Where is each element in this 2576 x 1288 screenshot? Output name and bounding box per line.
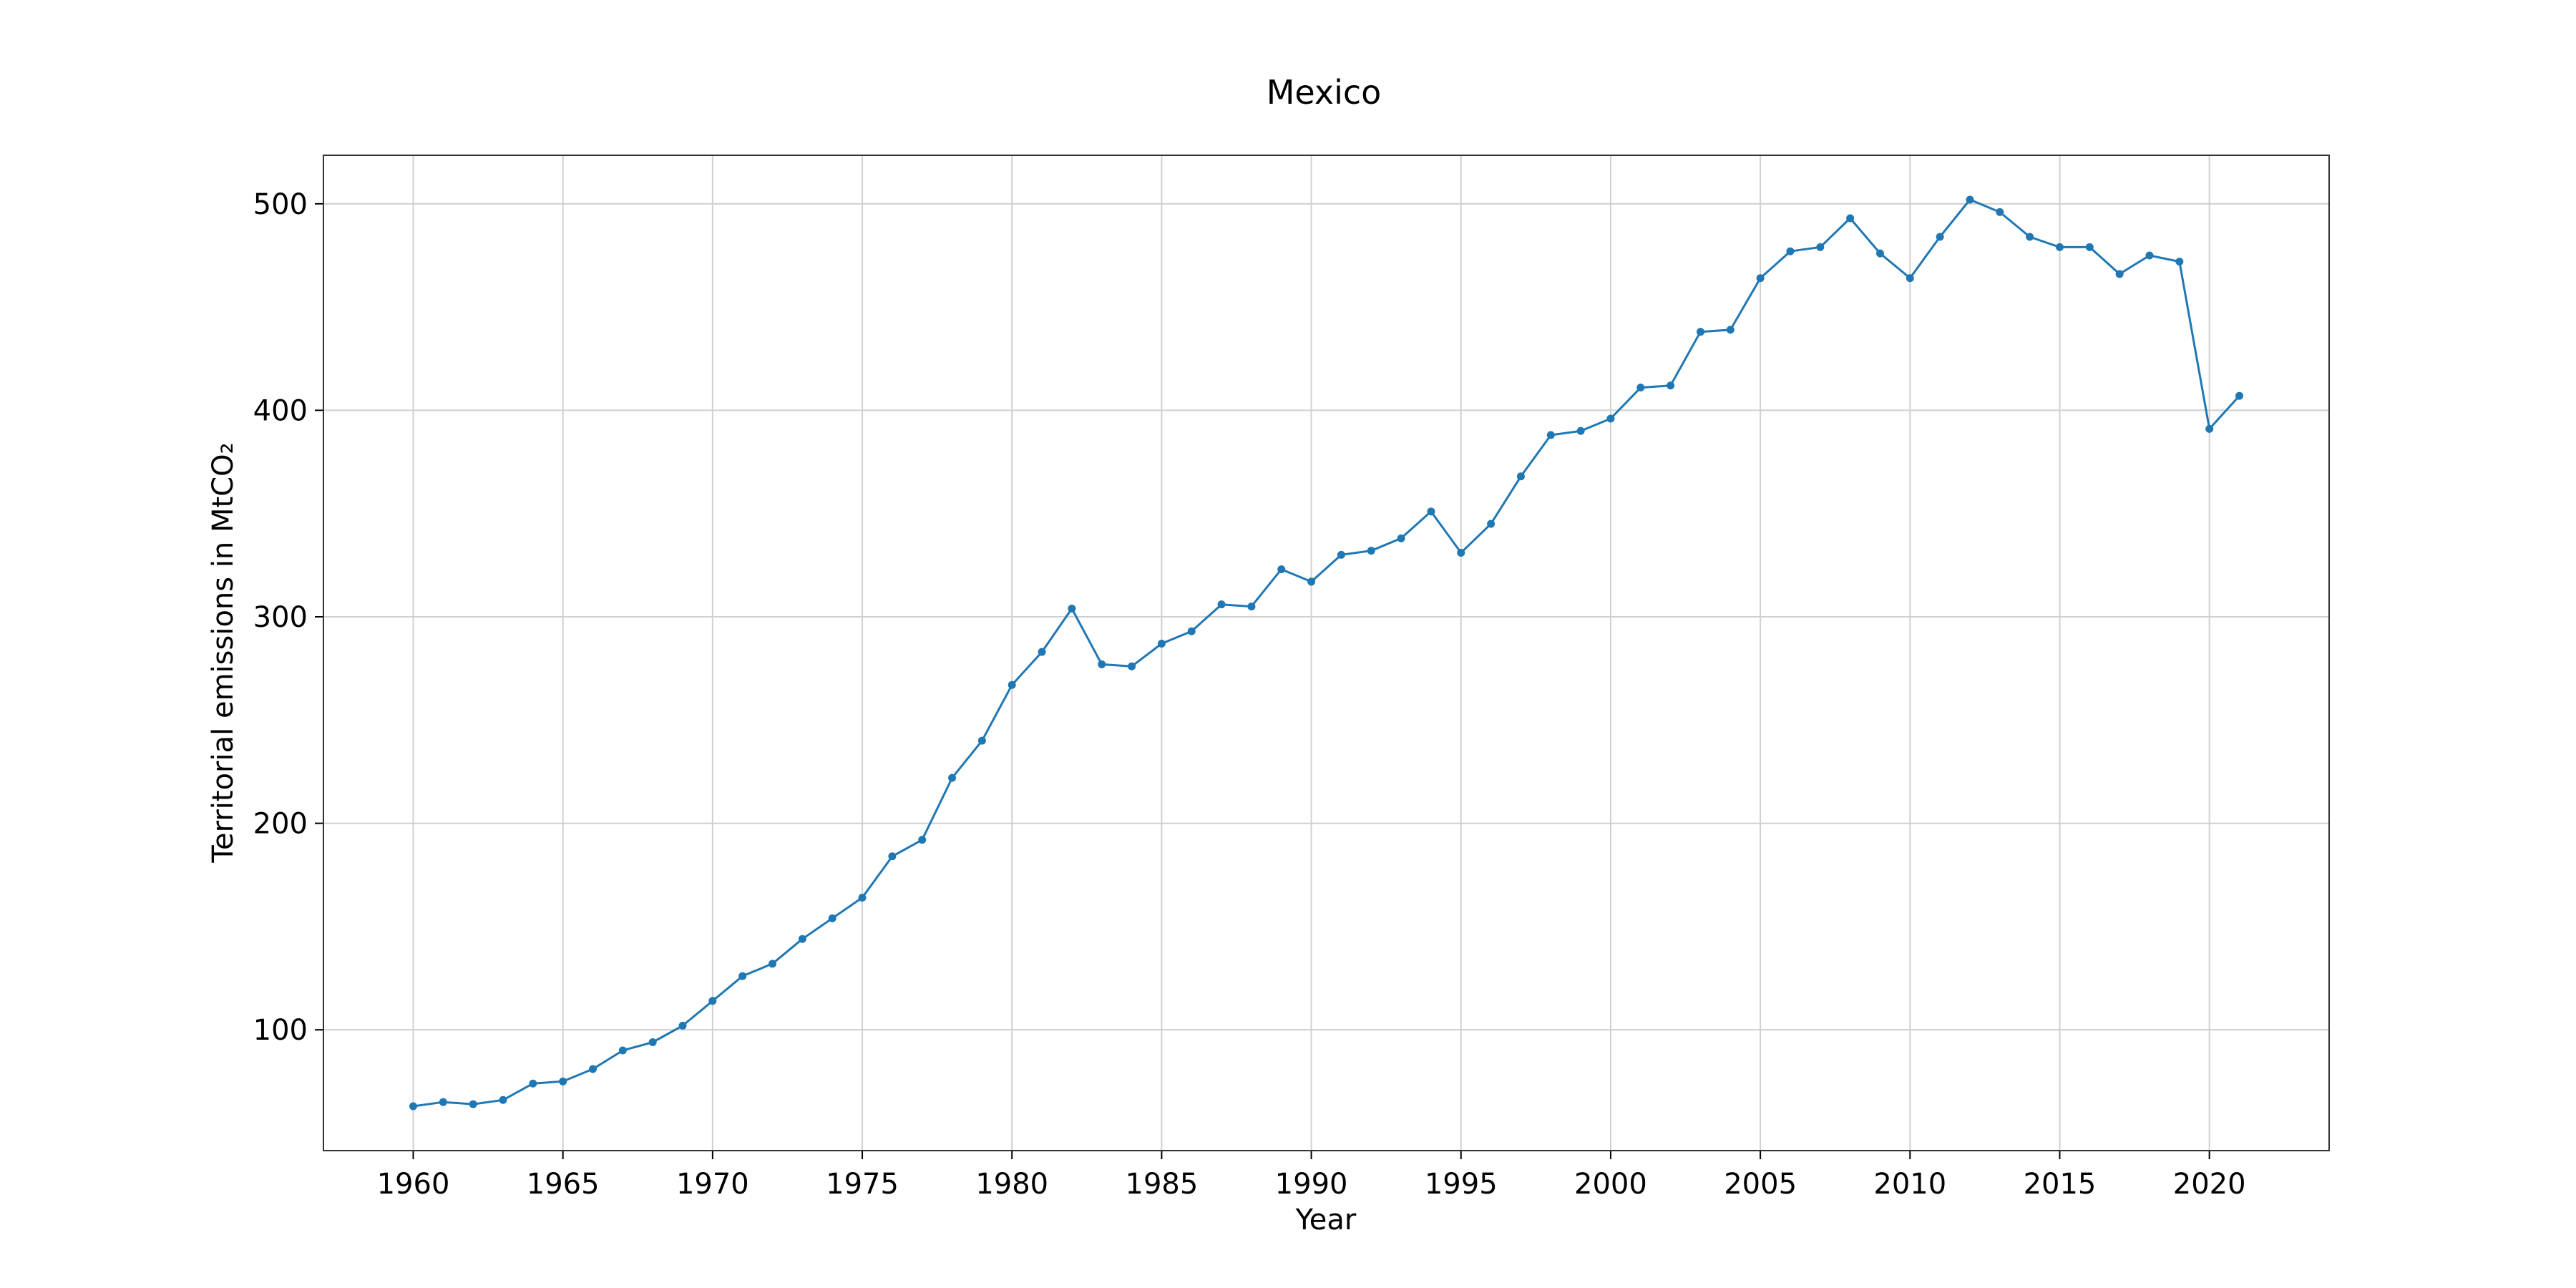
data-point <box>1038 648 1046 656</box>
data-point <box>1786 247 1795 255</box>
data-point <box>1667 381 1675 390</box>
series-line <box>413 198 2240 1108</box>
data-point <box>1696 328 1704 336</box>
x-axis: 1960 1965 1970 1975 1980 1985 1990 1995 2000 2005… <box>377 1151 2246 1201</box>
data-point <box>738 972 747 980</box>
data-point <box>1726 326 1735 334</box>
data-point <box>1307 577 1316 586</box>
data-point <box>1636 384 1645 392</box>
x-tick-label: 1985 <box>1126 1168 1199 1201</box>
data-point <box>888 852 897 861</box>
data-point <box>1966 195 1974 204</box>
data-point <box>2205 424 2214 433</box>
data-point <box>708 997 717 1005</box>
y-tick-label: 200 <box>253 808 308 841</box>
data-point <box>1247 602 1256 611</box>
data-point <box>828 914 836 922</box>
data-point <box>559 1077 567 1085</box>
data-point <box>1546 431 1555 439</box>
x-tick-label: 2005 <box>1724 1168 1797 1201</box>
data-point <box>918 836 927 844</box>
data-point <box>2055 243 2064 251</box>
data-point <box>1187 627 1196 635</box>
data-point <box>1606 414 1615 423</box>
data-point <box>1576 426 1585 435</box>
data-point <box>1487 519 1496 528</box>
y-axis: 100 200 300 400 500 <box>253 188 323 1047</box>
data-point <box>1277 565 1286 574</box>
data-point <box>858 893 867 902</box>
data-point <box>678 1021 687 1030</box>
data-point <box>648 1038 657 1046</box>
x-tick-label: 1970 <box>676 1168 749 1201</box>
data-point <box>529 1079 537 1088</box>
data-point <box>769 960 777 968</box>
data-point <box>589 1065 597 1073</box>
x-tick-label: 1990 <box>1275 1168 1348 1201</box>
x-tick-label: 1960 <box>377 1168 450 1201</box>
grid-lines <box>323 155 2329 1151</box>
x-tick-label: 2000 <box>1574 1168 1647 1201</box>
data-point <box>1098 660 1106 668</box>
data-point <box>1367 547 1375 555</box>
x-tick-label: 2020 <box>2173 1168 2246 1201</box>
data-point <box>499 1096 507 1104</box>
data-point <box>798 935 806 943</box>
data-point <box>618 1046 627 1055</box>
data-point <box>2235 391 2243 400</box>
plot-frame <box>323 155 2330 1151</box>
y-tick-label: 100 <box>253 1014 308 1047</box>
y-tick-label: 500 <box>253 188 308 221</box>
x-tick-label: 2015 <box>2024 1168 2097 1201</box>
data-point <box>1875 249 1884 258</box>
data-point <box>1217 600 1226 609</box>
data-point <box>2085 243 2094 251</box>
x-tick-label: 1975 <box>826 1168 899 1201</box>
y-tick-label: 300 <box>253 601 308 634</box>
x-tick-label: 1980 <box>975 1168 1048 1201</box>
data-point <box>2115 270 2124 278</box>
x-tick-label: 1995 <box>1425 1168 1498 1201</box>
data-point <box>1936 233 1944 241</box>
data-point <box>1008 680 1016 689</box>
y-axis-label: Territorial emissions in MtCO₂ <box>207 442 240 863</box>
data-point <box>977 736 986 745</box>
data-point <box>1516 472 1525 481</box>
data-point <box>2175 258 2184 266</box>
data-point <box>1906 274 1914 283</box>
data-point <box>409 1102 418 1111</box>
data-point <box>1397 534 1405 542</box>
data-point <box>2145 251 2154 260</box>
x-tick-label: 1965 <box>527 1168 600 1201</box>
data-point <box>1157 640 1166 648</box>
x-tick-label: 2010 <box>1873 1168 1946 1201</box>
data-point <box>1996 208 2004 216</box>
series-emissions <box>409 195 2243 1111</box>
data-point <box>1128 662 1136 670</box>
chart-title: Mexico <box>1267 73 1382 112</box>
y-tick-label: 400 <box>253 394 308 427</box>
data-point <box>439 1098 447 1106</box>
data-point <box>469 1100 477 1108</box>
data-point <box>1816 243 1825 251</box>
data-point <box>1068 604 1076 613</box>
data-point <box>2026 233 2034 241</box>
data-point <box>1756 274 1765 283</box>
data-point <box>1457 549 1465 557</box>
data-point <box>1846 214 1855 223</box>
data-point <box>1337 550 1345 559</box>
data-point <box>1427 507 1435 516</box>
data-point <box>948 774 957 782</box>
x-axis-label: Year <box>1295 1204 1357 1236</box>
